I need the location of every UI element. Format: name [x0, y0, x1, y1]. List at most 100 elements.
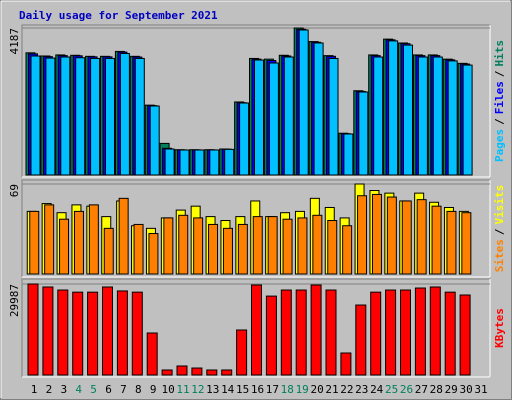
bar [280, 289, 292, 376]
bar [371, 193, 382, 275]
bar [133, 223, 144, 275]
bar [283, 56, 294, 176]
bar [313, 42, 324, 176]
bar [282, 218, 293, 275]
bar [432, 56, 443, 176]
legend-entry: Sites [493, 239, 506, 272]
x-tick-label: 10 [161, 383, 174, 396]
x-tick-label: 15 [236, 383, 249, 396]
bar [446, 210, 457, 275]
legend-separator: / [493, 228, 506, 235]
bar [342, 225, 353, 275]
bar [44, 204, 55, 275]
bar [236, 329, 248, 376]
bar [206, 369, 218, 376]
bar [444, 291, 456, 376]
legend-entry: Hits [493, 40, 506, 67]
bar [355, 304, 367, 376]
legend-entry: KBytes [493, 308, 506, 348]
bar [102, 286, 113, 376]
bar [416, 199, 427, 275]
bar [237, 223, 248, 275]
x-tick-label: 16 [251, 383, 264, 396]
bar [459, 294, 471, 376]
legend: KBytes [493, 308, 506, 348]
x-tick-label: 19 [296, 383, 309, 396]
bar [358, 91, 369, 176]
bar [57, 289, 69, 376]
bar [310, 284, 322, 376]
legend-entry: Pages [493, 129, 506, 162]
bar [462, 64, 473, 176]
legend-separator: / [493, 118, 506, 125]
bar [297, 217, 308, 275]
bar [239, 102, 250, 176]
bar [72, 291, 84, 376]
bar [417, 56, 428, 176]
x-tick-label: 2 [46, 383, 53, 396]
x-tick-label: 21 [325, 383, 338, 396]
x-tick-label: 27 [415, 383, 428, 396]
y-tick-label: 4187 [8, 28, 21, 55]
chart-title: Daily usage for September 2021 [19, 9, 218, 22]
bar [388, 40, 399, 176]
bar [194, 149, 205, 176]
x-tick-label: 12 [191, 383, 204, 396]
bar [429, 286, 441, 376]
bar [340, 352, 352, 376]
x-tick-label: 31 [474, 383, 487, 396]
x-tick-label: 22 [340, 383, 353, 396]
x-tick-label: 20 [310, 383, 323, 396]
bar [370, 291, 382, 376]
x-tick-label: 24 [370, 383, 384, 396]
bar [90, 57, 101, 176]
x-tick-label: 30 [459, 383, 472, 396]
bar [148, 233, 159, 275]
x-tick-label: 1 [31, 383, 38, 396]
bar [208, 223, 219, 275]
legend-entry: Visits [493, 185, 506, 225]
x-tick-label: 9 [150, 383, 157, 396]
bar [178, 214, 189, 275]
bar [268, 62, 279, 176]
bar [29, 210, 40, 275]
bar [265, 295, 277, 376]
x-tick-label: 26 [400, 383, 413, 396]
bar [60, 56, 71, 176]
bar [118, 197, 129, 275]
x-tick-label: 14 [221, 383, 235, 396]
bar [357, 195, 368, 275]
bar [209, 149, 220, 176]
bar [88, 204, 99, 275]
bar [343, 133, 354, 176]
bar [222, 227, 233, 275]
bar [163, 217, 174, 275]
x-tick-label: 17 [266, 383, 279, 396]
x-tick-label: 7 [120, 383, 127, 396]
legend: Pages / Files / Hits [493, 40, 506, 162]
bar [431, 205, 442, 275]
x-tick-label: 6 [105, 383, 112, 396]
bar [325, 289, 337, 376]
legend-separator: / [493, 70, 506, 77]
legend: Sites / Visits [493, 185, 506, 273]
bar [386, 196, 397, 275]
y-tick-label: 69 [8, 184, 21, 197]
bar [87, 291, 99, 376]
bar [193, 217, 204, 275]
x-tick-label: 3 [60, 383, 67, 396]
bar [295, 289, 307, 376]
bar [401, 200, 412, 275]
bar [298, 29, 309, 176]
bar [328, 57, 339, 176]
x-tick-label: 13 [206, 383, 219, 396]
bar [447, 60, 458, 176]
y-tick-label: 29987 [8, 284, 21, 317]
bar [149, 105, 160, 176]
bar [42, 286, 54, 376]
bar [176, 365, 188, 376]
x-tick-label: 5 [90, 383, 97, 396]
bar [373, 56, 384, 176]
bar [116, 290, 128, 376]
